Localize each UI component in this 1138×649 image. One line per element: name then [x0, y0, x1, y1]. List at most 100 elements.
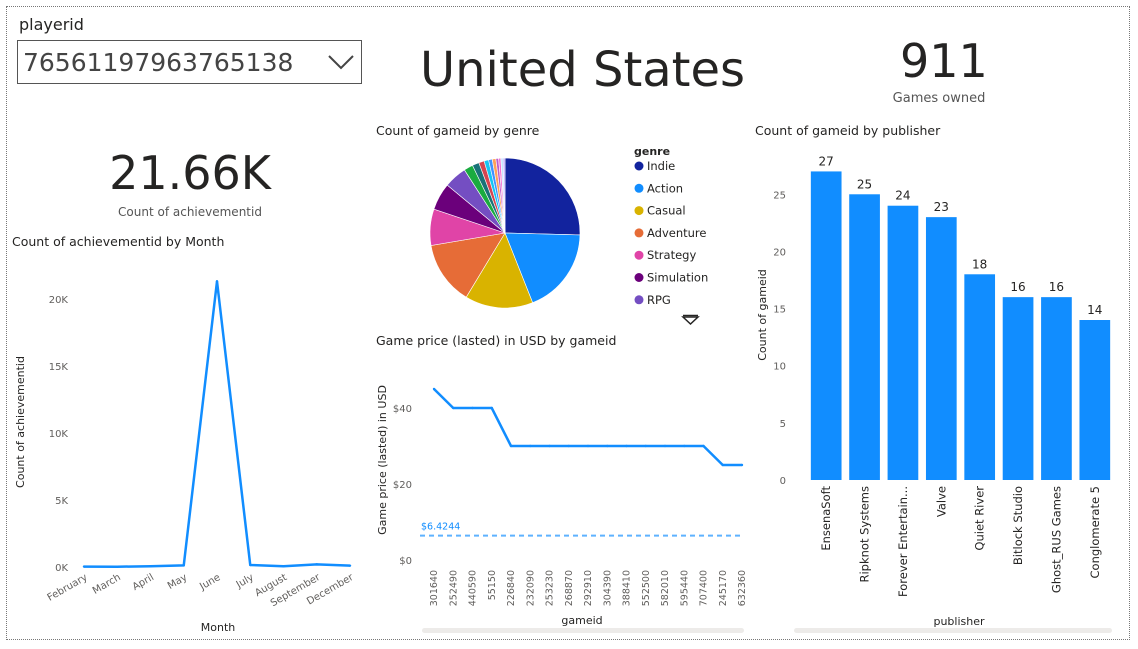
y-tick-label: 15: [773, 305, 786, 316]
bar[interactable]: [810, 171, 842, 480]
y-tick-label: 5: [780, 419, 786, 430]
data-label: 16: [1010, 280, 1025, 294]
data-point: [567, 444, 570, 448]
x-tick-label: 707400: [699, 570, 710, 606]
data-point: [509, 444, 513, 448]
legend-marker: [634, 206, 644, 216]
horizontal-scrollbar[interactable]: [422, 628, 744, 633]
bar[interactable]: [1041, 297, 1072, 480]
data-label: 27: [819, 154, 834, 168]
x-axis-title: gameid: [561, 614, 602, 627]
x-tick-label: March: [91, 572, 123, 597]
y-tick-label: 20: [773, 247, 786, 258]
data-point: [606, 444, 609, 448]
data-point: [215, 280, 219, 283]
legend-item: Action: [647, 181, 683, 195]
legend-marker: [634, 228, 644, 238]
data-point: [116, 565, 119, 568]
y-tick-label: 15K: [49, 362, 69, 373]
bar[interactable]: [925, 217, 957, 480]
data-point: [586, 444, 590, 448]
x-tick-label: 632360: [737, 570, 748, 606]
chart-title: Game price (lasted) in USD by gameid: [376, 333, 616, 348]
x-tick-label: May: [166, 572, 189, 592]
y-tick-label: 0K: [55, 563, 68, 574]
bar[interactable]: [1079, 320, 1111, 480]
data-label: 25: [857, 177, 872, 191]
data-point: [348, 564, 352, 567]
data-point: [663, 444, 667, 448]
data-point: [282, 564, 285, 568]
y-tick-label: 0: [780, 476, 786, 487]
x-tick-label: 304390: [602, 570, 613, 606]
data-label: 14: [1087, 303, 1102, 317]
bar[interactable]: [1002, 297, 1034, 480]
series-line: [83, 280, 351, 568]
x-tick-label: 301640: [429, 570, 440, 606]
data-point: [149, 564, 152, 568]
x-tick-label: Forever Entertain...: [896, 486, 910, 597]
pie-slice: [502, 157, 506, 234]
x-tick-label: 55150: [487, 570, 498, 600]
legend-marker: [634, 250, 644, 260]
publisher-bar-chart[interactable]: Count of gameid by publisher 0 5 10 15 20 25 2…: [752, 120, 1122, 636]
pie-slice: [465, 232, 534, 309]
y-axis-title: Count of achievementid: [14, 356, 27, 488]
y-tick-label: 10: [773, 362, 786, 373]
x-tick-label: Valve: [934, 486, 948, 517]
x-tick-label: 252490: [448, 570, 459, 606]
x-tick-label: Bitlock Studio: [1011, 486, 1025, 565]
x-tick-label: 440590: [468, 570, 479, 606]
price-by-gameid-chart[interactable]: Game price (lasted) in USD by gameid $0 $…: [372, 330, 748, 636]
bar[interactable]: [887, 205, 919, 480]
x-tick-label: 292910: [583, 570, 594, 606]
x-tick-label: Ripknot Systems: [858, 486, 872, 583]
average-label: $6.4244: [421, 522, 460, 533]
y-tick-label: 25: [773, 190, 786, 201]
horizontal-scrollbar[interactable]: [794, 628, 1112, 633]
x-tick-label: Ghost_RUS Games: [1049, 486, 1063, 593]
x-tick-label: Quiet River: [973, 486, 987, 551]
data-point: [432, 387, 436, 391]
legend-item: Casual: [647, 204, 686, 218]
x-axis-title: publisher: [933, 615, 985, 628]
x-tick-label: April: [131, 572, 156, 593]
games-owned-label: Games owned: [892, 91, 986, 106]
data-point: [490, 406, 493, 410]
x-tick-label: 388410: [622, 570, 633, 606]
y-tick-label: $20: [393, 480, 412, 491]
legend-title: genre: [634, 145, 670, 158]
legend-marker: [634, 295, 644, 305]
bar[interactable]: [964, 274, 996, 480]
data-point: [471, 406, 474, 410]
achievements-by-month-chart[interactable]: Count of achievementid by Month 0K 5K 10K 1…: [8, 232, 368, 637]
achievement-count-label: Count of achievementid: [118, 205, 262, 219]
games-owned-value: 911: [900, 34, 988, 88]
data-label: 16: [1049, 280, 1064, 294]
pie-slice: [504, 157, 581, 236]
legend-item: RPG: [647, 293, 671, 307]
y-tick-label: 5K: [55, 496, 68, 507]
pie-slice: [430, 232, 506, 298]
legend-scroll-down-icon[interactable]: [681, 316, 700, 326]
legend-item: Adventure: [647, 226, 706, 240]
data-label: 24: [895, 189, 910, 203]
legend-item: Simulation: [647, 271, 708, 285]
x-tick-label: June: [197, 572, 222, 593]
x-tick-label: 552500: [641, 570, 652, 606]
data-label: 23: [934, 200, 949, 214]
x-tick-label: 245170: [718, 570, 729, 606]
bar[interactable]: [849, 194, 880, 480]
y-tick-label: 20K: [49, 295, 69, 306]
playerid-dropdown[interactable]: 76561197963765138: [17, 40, 362, 84]
data-point: [625, 444, 628, 448]
x-tick-label: 226840: [506, 570, 517, 606]
report-canvas: [6, 6, 1130, 640]
chevron-down-icon[interactable]: [327, 53, 355, 71]
data-point: [740, 463, 744, 467]
data-point: [644, 444, 647, 448]
data-point: [548, 444, 551, 448]
data-point: [315, 563, 318, 566]
data-point: [702, 444, 705, 448]
